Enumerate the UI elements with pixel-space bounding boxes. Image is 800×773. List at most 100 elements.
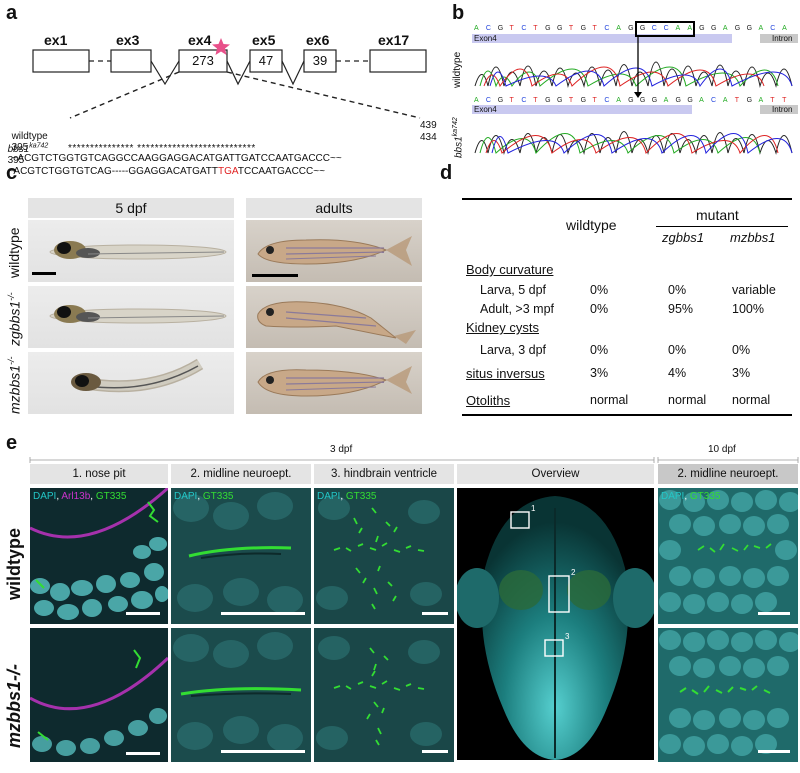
chromatogram-base-letter: C — [521, 25, 526, 32]
table-cell-zgbbs1: 4% — [668, 366, 687, 380]
exon-size-ex5: 47 — [258, 53, 274, 68]
micrograph-mut-midline — [171, 628, 311, 762]
chromatogram-base-letter: A — [616, 97, 621, 104]
wt-seq-end: 439 — [420, 120, 437, 131]
chromatogram-base-letter: A — [758, 97, 763, 104]
chromatogram-base-letter: A — [675, 25, 680, 32]
exon-label-ex5: ex5 — [252, 32, 276, 48]
chromatogram-base-letter: G — [640, 25, 645, 32]
mut-seq-row: bbs1ka742 395 ~ACGTCTGGTGTCAG-----GGAGGA… — [2, 132, 325, 177]
exon-bar-top-label: Exon4 — [474, 34, 497, 43]
micrograph-wt-midline — [171, 488, 311, 624]
scale-bar — [126, 612, 160, 615]
col-header-hindbrain: 3. hindbrain ventricle — [314, 464, 454, 484]
label-10dpf: 10 dpf — [708, 444, 736, 455]
overview-box-2 — [548, 575, 570, 613]
highlight-box — [635, 21, 695, 37]
table-cell-wildtype: 0% — [590, 343, 609, 357]
micrograph-wt-10dpf — [658, 488, 798, 624]
adult-photo-mzbbs1 — [246, 352, 422, 414]
stain-label-10dpf: DAPI, GT335 — [661, 491, 721, 502]
header-5dpf: 5 dpf — [28, 198, 234, 218]
dpf-bracket-lines — [29, 457, 799, 463]
adult-photo-wildtype — [246, 220, 422, 282]
chromatogram-wt-label: wildtype — [452, 51, 463, 88]
table-section-label: Kidney cysts — [466, 320, 539, 335]
chromatogram-base-letter: C — [770, 25, 775, 32]
intron-bar-bottom-label: Intron — [772, 105, 793, 114]
micrograph-wt-hindbrain — [314, 488, 454, 624]
stain-label-hindbrain: DAPI, GT335 — [317, 491, 377, 502]
table-cell-wildtype: normal — [590, 393, 629, 407]
chromatogram-base-letter: T — [770, 97, 775, 104]
exon-label-ex6: ex6 — [306, 32, 330, 48]
table-section-label: situs inversus — [466, 366, 545, 381]
col-header-mutant: mutant — [696, 207, 739, 223]
splice-line-3-4 — [150, 60, 180, 86]
exon-label-ex17: ex17 — [378, 32, 410, 48]
panel-label-c: c — [6, 162, 18, 184]
gene-structure-diagram — [32, 38, 427, 119]
col-header-zgbbs1: zgbbs1 — [662, 230, 704, 245]
table-cell-mzbbs1: 0% — [732, 343, 751, 357]
chromatogram-base-letter: A — [687, 25, 692, 32]
chromatogram-base-letter: G — [735, 25, 740, 32]
table-cell-zgbbs1: 0% — [668, 343, 687, 357]
overview-box-label-3: 3 — [565, 632, 570, 641]
table-cell-wildtype: 0% — [590, 302, 609, 316]
chromatogram-base-letter: C — [652, 25, 657, 32]
intron-bar-bottom — [760, 105, 798, 114]
intron-bar-top-label: Intron — [772, 34, 793, 43]
mut-seq-c: TCCAATGACCC~~ — [237, 166, 325, 178]
chromatogram-base-letter: G — [652, 97, 657, 104]
panel-label-a: a — [6, 2, 18, 24]
chromatogram-base-letter: A — [474, 25, 479, 32]
table-cell-wildtype: 3% — [590, 366, 609, 380]
zoom-dashed-left — [69, 71, 180, 119]
larva-row-label-zgbbs1: zgbbs1-/- — [6, 292, 23, 346]
exon-bar-bottom-label: Exon4 — [474, 105, 497, 114]
chromatogram-base-letter: T — [593, 97, 598, 104]
col-header-wildtype: wildtype — [566, 217, 617, 233]
scale-bar — [252, 274, 298, 277]
overview-box-label-1: 1 — [531, 504, 536, 513]
chromatogram-base-letter: T — [735, 97, 740, 104]
mut-seq-a: ~ACGTCTGGTGTCAG-----GGAGGACATGATT — [7, 166, 219, 178]
table-cell-wildtype: 0% — [590, 283, 609, 297]
mut-seq-stop-codon: TGA — [218, 166, 238, 178]
chromatogram-base-letter: G — [557, 25, 562, 32]
micrograph-wt-nose-pit — [30, 488, 168, 624]
mutant-rule — [656, 226, 788, 227]
scale-bar — [758, 612, 790, 615]
exon-box-ex3 — [110, 49, 152, 73]
exon-label-ex1: ex1 — [44, 32, 68, 48]
overview-box-label-2: 2 — [571, 568, 576, 577]
larva-row-label-mzbbs1: mzbbs1-/- — [6, 356, 23, 414]
chromatogram-base-letter: G — [640, 97, 645, 104]
larva-row-label-wildtype: wildtype — [6, 227, 22, 278]
splice-line-4-5 — [226, 60, 251, 86]
scale-bar — [221, 750, 305, 753]
exon-box-ex1 — [32, 49, 90, 73]
chromatogram-base-letter: T — [569, 97, 574, 104]
larva-photo-wildtype — [28, 220, 234, 282]
table-row-label: Adult, >3 mpf — [480, 302, 554, 316]
chromatogram-base-letter: C — [711, 97, 716, 104]
chromatogram-base-letter: G — [687, 97, 692, 104]
chromatogram-base-letter: G — [498, 97, 503, 104]
highlight-arrow-head — [634, 92, 642, 98]
exon-label-ex3: ex3 — [116, 32, 140, 48]
wt-seq-label: wildtype — [11, 131, 48, 142]
overview-box-1 — [510, 511, 530, 529]
chromatogram-base-letter: G — [628, 25, 633, 32]
chromatogram-base-letter: A — [758, 25, 763, 32]
chromatogram-base-letter: G — [628, 97, 633, 104]
wt-seq-row: wildtype 395 ~ACGTCTGGTGTCAGGCCAAGGAGGAC… — [6, 120, 342, 164]
table-cell-zgbbs1: 95% — [668, 302, 694, 316]
chromatogram-base-letter: A — [782, 25, 787, 32]
chromatogram-base-letter: G — [699, 25, 704, 32]
chromatogram-base-letter: G — [747, 25, 752, 32]
chromatogram-mut-label: bbs1ka742 — [452, 117, 465, 158]
chromatogram-base-letter: T — [593, 25, 598, 32]
